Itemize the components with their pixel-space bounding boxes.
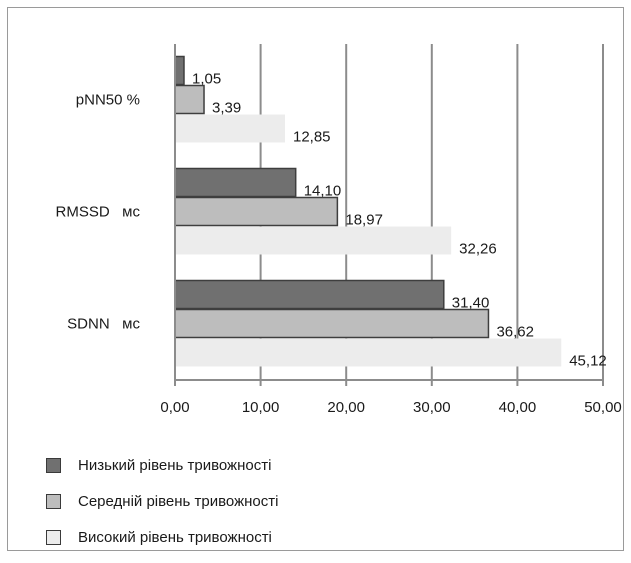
legend-swatch-low (46, 457, 61, 473)
x-tick-label: 40,00 (499, 399, 537, 416)
data-label: 12,85 (293, 129, 331, 146)
bar (175, 338, 562, 367)
legend-swatch-medium (46, 493, 61, 509)
category-label: SDNN мс (67, 316, 140, 333)
category-label: pNN50 % (76, 92, 140, 109)
bar (175, 226, 452, 255)
data-label: 14,10 (304, 183, 342, 200)
legend-label-high: Високий рівень тривожності (78, 528, 272, 546)
legend: Низький рівень тривожності Середній ріве… (46, 455, 278, 563)
category-label: RMSSD мс (56, 204, 141, 221)
legend-label-low: Низький рівень тривожності (78, 456, 272, 474)
bar (174, 196, 339, 227)
data-label: 45,12 (569, 353, 607, 370)
data-label: 36,62 (496, 324, 534, 341)
data-label: 18,97 (345, 212, 383, 229)
bar (174, 279, 445, 310)
data-label: 3,39 (212, 100, 241, 117)
legend-swatch-high (46, 529, 61, 545)
x-tick-label: 30,00 (413, 399, 451, 416)
bar (174, 55, 185, 86)
legend-item-medium: Середній рівень тривожності (46, 491, 278, 511)
bar (175, 114, 285, 143)
data-label: 1,05 (192, 71, 221, 88)
x-tick-label: 20,00 (327, 399, 365, 416)
legend-label-medium: Середній рівень тривожності (78, 492, 279, 510)
data-label: 32,26 (459, 241, 497, 258)
bar (174, 167, 297, 198)
x-tick-label: 50,00 (584, 399, 622, 416)
legend-item-high: Високий рівень тривожності (46, 527, 278, 547)
legend-item-low: Низький рівень тривожності (46, 455, 278, 475)
x-tick-label: 0,00 (160, 399, 189, 416)
bar (174, 308, 490, 339)
data-label: 31,40 (452, 295, 490, 312)
bar (174, 84, 205, 115)
x-tick-label: 10,00 (242, 399, 280, 416)
chart-frame (7, 7, 624, 551)
